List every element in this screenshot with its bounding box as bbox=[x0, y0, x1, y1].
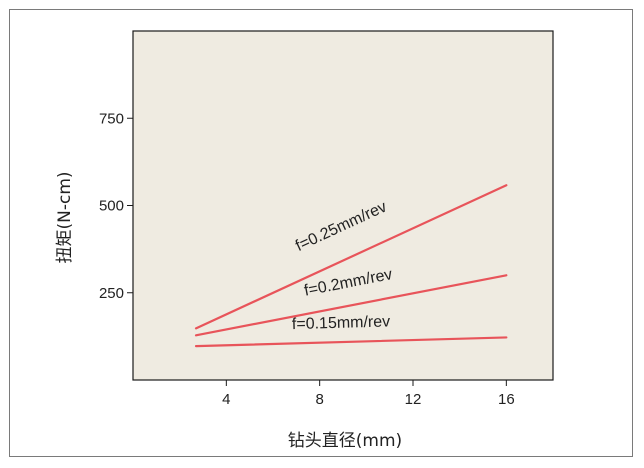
x-tick-label: 4 bbox=[222, 391, 230, 408]
x-axis-title: 钻头直径(mm) bbox=[288, 431, 402, 451]
y-tick-label: 750 bbox=[99, 110, 124, 127]
x-tick-label: 8 bbox=[315, 391, 323, 408]
series-lines bbox=[194, 184, 508, 348]
x-tick-label: 16 bbox=[498, 391, 515, 408]
y-tick-label: 250 bbox=[99, 285, 124, 302]
y-axis-title: 扭矩(N-cm) bbox=[55, 171, 75, 263]
x-tick-label: 12 bbox=[405, 391, 422, 408]
series-label: f=0.15mm/rev bbox=[292, 313, 391, 333]
axis-ticks: 4 8 12 16 250 500 750 bbox=[99, 110, 515, 408]
y-tick-label: 500 bbox=[99, 198, 124, 215]
plot-area bbox=[132, 30, 554, 381]
series-line bbox=[194, 274, 508, 337]
series-line bbox=[194, 184, 508, 330]
series-line bbox=[194, 336, 508, 348]
